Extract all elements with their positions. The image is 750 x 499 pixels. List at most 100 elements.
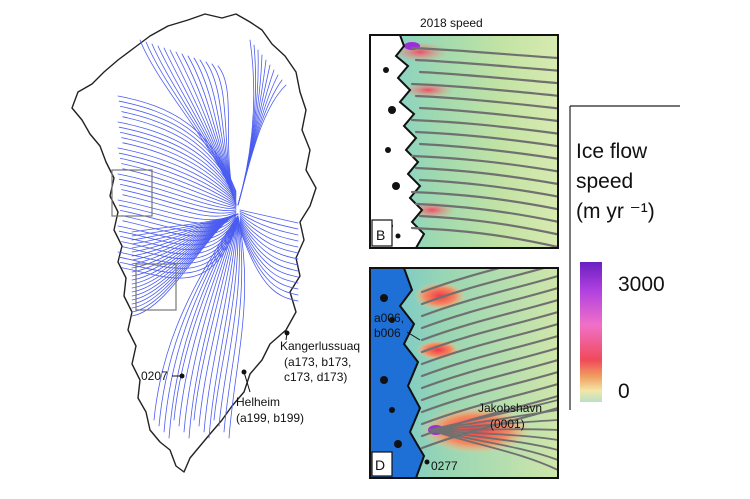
label-b006: b006 — [374, 326, 401, 340]
ice-flowlines — [117, 39, 299, 439]
flowline — [213, 215, 239, 421]
flowline — [237, 84, 287, 206]
flowline — [168, 215, 239, 439]
streamline — [414, 94, 558, 110]
flowline — [188, 215, 239, 439]
flowline — [239, 227, 299, 296]
legend: Ice flow speed (m yr ⁻¹) 3000 0 — [569, 105, 680, 410]
flowline — [163, 215, 239, 433]
flowline — [117, 173, 237, 209]
flowline — [198, 215, 239, 427]
streamline — [420, 334, 558, 378]
flowline — [173, 215, 239, 421]
flowline — [208, 215, 239, 439]
flowline — [121, 137, 237, 201]
flowline — [120, 132, 237, 200]
legend-max-label: 3000 — [618, 273, 665, 296]
flowline — [239, 218, 299, 260]
flowline — [117, 218, 237, 241]
flowline — [178, 215, 239, 427]
label-jakobshavn: Jakobshavn — [478, 401, 542, 415]
flowline — [158, 215, 239, 427]
flowline — [121, 189, 237, 214]
streamline — [410, 154, 558, 173]
streamline — [420, 274, 558, 318]
streamline — [410, 226, 558, 248]
flowline — [239, 223, 299, 278]
flowline — [120, 158, 237, 205]
label-0277: 0277 — [431, 459, 458, 473]
panel-b-title: 2018 speed — [420, 16, 483, 30]
label-kangerlussuaq: Kangerlussuaq — [280, 339, 360, 353]
label-jakobshavn-id: (0001) — [490, 417, 525, 431]
label-kangerlussuaq-ids2: c173, d173) — [284, 370, 347, 384]
streamline — [420, 310, 558, 354]
label-helheim: Helheim — [236, 395, 280, 409]
legend-title-line3: (m yr ⁻¹) — [576, 200, 655, 223]
flowline — [120, 184, 237, 212]
streamline — [429, 429, 558, 461]
streamline — [418, 142, 558, 160]
streamline — [410, 190, 558, 211]
panel-d-ocean — [370, 268, 426, 478]
flowline — [239, 229, 299, 302]
streamline — [418, 70, 558, 85]
label-a006: a006, — [374, 311, 404, 325]
legend-min-label: 0 — [618, 380, 630, 403]
streamline — [410, 46, 558, 60]
flowline — [218, 215, 240, 427]
flowline — [117, 121, 237, 198]
streamline — [429, 428, 558, 431]
legend-title-line2: speed — [576, 170, 633, 193]
panel-d: D a006, b006 Jakobshavn (0001) 0277 — [369, 267, 559, 479]
flowline — [193, 215, 239, 421]
panel-b-letter: B — [376, 227, 385, 243]
label-kangerlussuaq-ids: (a173, b173, — [284, 355, 351, 369]
streamline — [420, 298, 558, 342]
flowline — [122, 142, 237, 202]
streamline — [414, 58, 558, 72]
flowline — [118, 126, 237, 199]
legend-title-line1: Ice flow — [576, 140, 648, 163]
flowline — [153, 215, 239, 421]
flowline — [118, 225, 237, 269]
flowline — [120, 210, 237, 228]
flowline — [118, 152, 237, 204]
label-0207: 0207 — [141, 369, 168, 383]
streamline — [420, 286, 558, 330]
flowline — [239, 217, 299, 254]
flowline — [239, 214, 299, 242]
flowline — [122, 194, 237, 217]
panel-d-letter: D — [375, 457, 385, 473]
flowline — [121, 163, 237, 206]
streamline — [418, 214, 558, 236]
flowline — [239, 226, 299, 290]
streamline — [429, 429, 558, 441]
flowline — [228, 215, 246, 439]
streamline — [420, 322, 558, 366]
inset-box-d — [135, 263, 177, 311]
flowline — [121, 227, 237, 279]
streamline — [420, 268, 504, 294]
flowline — [239, 212, 299, 236]
flowline — [122, 168, 237, 208]
marker-0277 — [424, 459, 430, 465]
flowline — [131, 213, 239, 317]
greenland-map: Kangerlussuaq (a173, b173, c173, d173) 0… — [71, 13, 360, 473]
flowline — [239, 221, 299, 272]
label-helheim-ids: (a199, b199) — [236, 411, 304, 425]
flowline — [217, 65, 237, 206]
streamline — [418, 106, 558, 123]
streamline — [429, 399, 558, 431]
streamline — [420, 358, 558, 402]
flowline — [183, 215, 239, 433]
flowline — [118, 178, 237, 210]
streamline — [414, 166, 558, 186]
streamline — [420, 370, 558, 414]
flowline — [239, 220, 299, 266]
legend-colorbar — [580, 262, 602, 402]
flowline — [203, 215, 239, 433]
streamline — [420, 382, 558, 426]
flowline — [239, 215, 299, 248]
